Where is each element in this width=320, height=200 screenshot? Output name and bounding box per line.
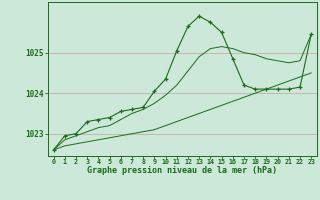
X-axis label: Graphe pression niveau de la mer (hPa): Graphe pression niveau de la mer (hPa) xyxy=(87,166,277,175)
